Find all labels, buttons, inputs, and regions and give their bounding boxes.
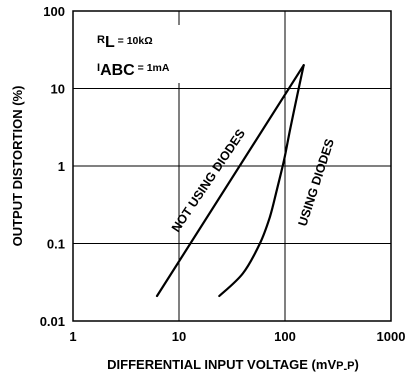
series-line-using-diodes	[218, 64, 305, 298]
y-tick-label: 0.1	[47, 237, 65, 252]
tick-labels: 1 10 100 1000 0.01 0.1 1 10 100	[40, 4, 406, 344]
series-line-not-using-diodes	[155, 64, 305, 298]
curve-label-not-using-diodes: NOT USING DIODES	[169, 127, 248, 235]
y-tick-label: 1	[58, 159, 65, 174]
x-tick-label: 1	[69, 329, 76, 344]
y-tick-label: 100	[43, 4, 65, 19]
x-axis-title: DIFFERENTIAL INPUT VOLTAGE (mVP-P)	[107, 357, 359, 375]
curve-label-using-diodes: USING DIODES	[296, 137, 337, 228]
grid	[73, 11, 391, 321]
x-tick-label: 1000	[377, 329, 406, 344]
y-tick-label: 0.01	[40, 314, 65, 329]
plot-frame	[72, 10, 392, 322]
x-tick-label: 100	[274, 329, 296, 344]
annotation-rl: RL = 10kΩ	[97, 34, 153, 51]
curves	[155, 64, 305, 298]
x-tick-label: 10	[172, 329, 186, 344]
y-tick-label: 10	[51, 82, 65, 97]
annotation-background	[92, 25, 234, 83]
y-axis-title: OUTPUT DISTORTION (%)	[10, 86, 25, 247]
annotation-iabc: IABC = 1mA	[97, 62, 170, 79]
